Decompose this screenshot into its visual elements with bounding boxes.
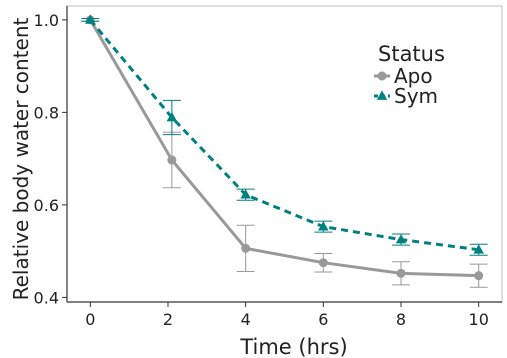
legend-swatch-marker — [376, 90, 388, 100]
x-tick-label: 6 — [318, 310, 328, 329]
data-point — [241, 243, 251, 253]
legend-entry-apo: Apo — [374, 64, 433, 88]
data-point — [318, 221, 329, 231]
data-point — [318, 258, 328, 268]
data-point — [167, 155, 177, 165]
data-point — [473, 244, 484, 254]
series-line-sym — [89, 18, 479, 252]
y-tick-label: 0.8 — [34, 103, 59, 122]
y-tick-label: 1.0 — [34, 11, 59, 30]
x-tick-label: 2 — [163, 310, 173, 329]
data-point — [240, 189, 251, 199]
legend-label: Sym — [394, 84, 438, 108]
plot-area — [81, 14, 488, 288]
x-tick-label: 8 — [396, 310, 406, 329]
x-tick-label: 10 — [469, 310, 489, 329]
series-sym — [81, 14, 488, 256]
legend-title: Status — [378, 42, 445, 66]
legend-entry-sym: Sym — [374, 84, 438, 108]
data-point — [395, 234, 407, 244]
y-tick-label: 0.4 — [34, 288, 59, 307]
data-point — [166, 111, 178, 122]
data-point — [85, 14, 96, 24]
legend-swatch-marker — [377, 71, 387, 81]
data-point — [474, 271, 484, 281]
y-axis-label: Relative body water content — [9, 17, 33, 300]
series-apo — [81, 15, 488, 288]
x-tick-label: 0 — [85, 310, 95, 329]
y-tick-label: 0.6 — [34, 196, 59, 215]
series-line-apo — [89, 19, 479, 278]
data-point — [396, 268, 406, 278]
x-axis-label: Time (hrs) — [239, 335, 347, 358]
axes: 0 2 4 6 8 10 0.4 0.6 0.8 1.0 — [34, 5, 503, 329]
legend-label: Apo — [394, 64, 433, 88]
x-tick-label: 4 — [241, 310, 251, 329]
